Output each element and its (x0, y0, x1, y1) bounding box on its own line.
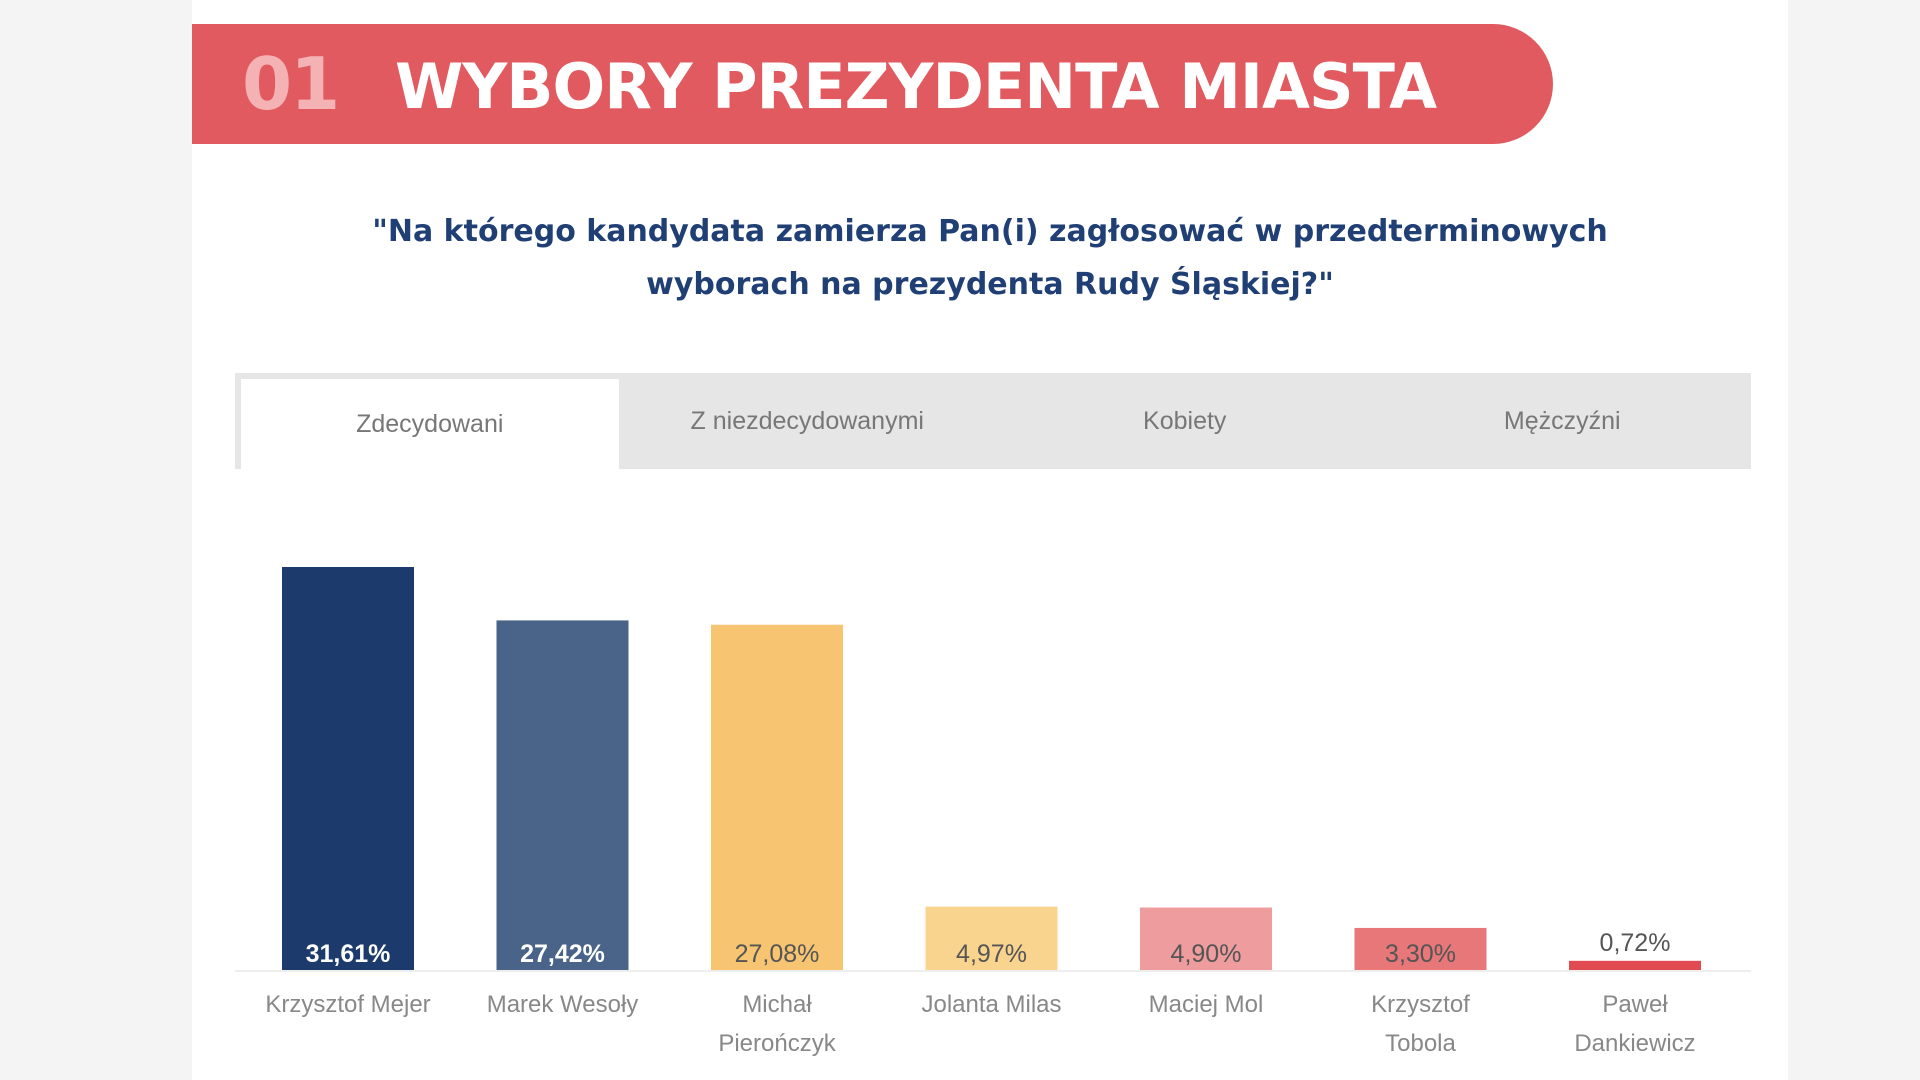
bar (1140, 907, 1272, 970)
bar-chart: 31,61% Krzysztof Mejer 27,42% Marek Wesoły 2… (235, 567, 1751, 1057)
category-label: Jolanta Milas (921, 991, 1061, 1018)
question-line-2: wyborach na prezydenta Rudy Śląskiej?" (646, 267, 1334, 302)
section-banner: 01 WYBORY PREZYDENTA MIASTA (192, 24, 1553, 144)
section-number: 01 (242, 42, 340, 126)
value-label: 4,97% (956, 940, 1027, 968)
value-label: 0,72% (1600, 929, 1671, 957)
category-label: Marek Wesoły (487, 991, 639, 1018)
value-label: 27,08% (735, 940, 820, 968)
category-label: Krzysztof Mejer (265, 991, 430, 1018)
category-label: Krzysztof (1371, 991, 1470, 1018)
tab-zdecydowani[interactable]: Zdecydowani (241, 379, 619, 469)
category-label: Pierończyk (718, 1030, 836, 1057)
bar (711, 624, 843, 970)
tab-mezczyzni[interactable]: Mężczyźni (1503, 406, 1621, 435)
survey-question: "Na którego kandydata zamierza Pan(i) za… (292, 205, 1688, 311)
panel: 01 WYBORY PREZYDENTA MIASTA "Na którego … (192, 0, 1788, 1080)
section-title: WYBORY PREZYDENTA MIASTA (395, 50, 1437, 123)
category-label: Tobola (1385, 1030, 1456, 1057)
value-label: 4,90% (1171, 940, 1242, 968)
value-label: 31,61% (306, 940, 391, 968)
bar (1569, 960, 1701, 970)
category-label: Maciej Mol (1149, 991, 1264, 1018)
value-label: 3,30% (1385, 940, 1456, 968)
bar (282, 567, 414, 970)
tab-kobiety[interactable]: Kobiety (1143, 406, 1227, 435)
category-label: Paweł (1602, 991, 1668, 1018)
bar (496, 620, 629, 970)
value-label: 27,42% (520, 940, 605, 968)
question-line-1: "Na którego kandydata zamierza Pan(i) za… (372, 214, 1608, 249)
tab-bar: Zdecydowani Z niezdecydowanymi Kobiety M… (235, 373, 1751, 469)
tab-z-niezdecydowanymi[interactable]: Z niezdecydowanymi (690, 406, 924, 435)
category-label: Dankiewicz (1574, 1030, 1695, 1057)
bar (925, 906, 1058, 970)
category-label: Michał (742, 991, 812, 1018)
bar (1354, 927, 1487, 970)
